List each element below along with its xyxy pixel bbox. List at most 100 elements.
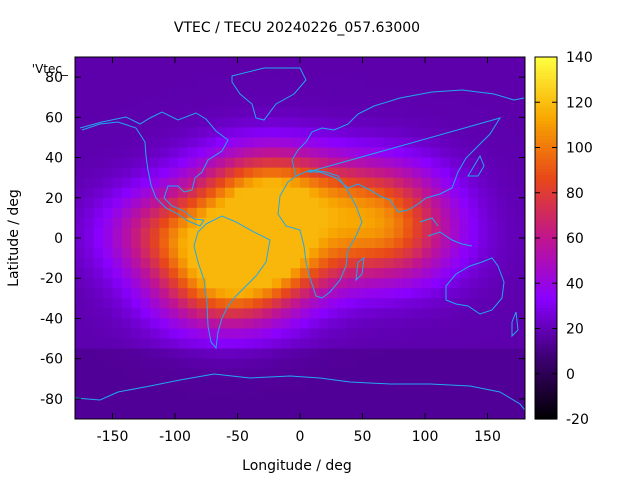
heatmap-cell <box>375 408 385 419</box>
heatmap-cell <box>431 167 442 179</box>
heatmap-cell <box>206 177 217 189</box>
heatmap-cell <box>450 217 460 229</box>
heatmap-cell <box>93 288 104 299</box>
heatmap-cell <box>309 338 320 350</box>
heatmap-cell <box>346 87 357 98</box>
heatmap-cell <box>243 177 254 189</box>
heatmap-cell <box>328 308 339 320</box>
colorbar-strip <box>535 207 557 212</box>
heatmap-cell <box>487 217 498 229</box>
heatmap-cell <box>140 197 151 209</box>
heatmap-cell <box>412 67 423 78</box>
heatmap-cell <box>290 338 301 350</box>
heatmap-cell <box>271 348 282 360</box>
heatmap-cell <box>121 258 132 269</box>
heatmap-cell <box>271 167 282 179</box>
heatmap-cell <box>309 258 320 269</box>
colorbar-strip <box>535 358 557 363</box>
heatmap-cell <box>337 358 348 370</box>
heatmap-cell <box>225 187 235 199</box>
heatmap-cell <box>243 147 254 159</box>
colorbar-strip <box>535 60 557 64</box>
heatmap-cell <box>487 97 498 108</box>
heatmap-cell <box>150 268 160 279</box>
heatmap-cell <box>403 157 414 169</box>
heatmap-cell <box>168 187 179 199</box>
heatmap-cell <box>234 368 245 380</box>
heatmap-cell <box>318 358 329 370</box>
heatmap-cell <box>356 328 367 340</box>
heatmap-cell <box>206 238 217 249</box>
heatmap-cell <box>412 117 423 128</box>
heatmap-cell <box>271 187 282 199</box>
heatmap-cell <box>365 207 376 219</box>
heatmap-cell <box>468 308 479 320</box>
heatmap-cell <box>112 87 123 98</box>
heatmap-cell <box>440 328 451 340</box>
colorbar-strip <box>535 117 557 121</box>
heatmap-cell <box>421 137 432 149</box>
heatmap-cell <box>496 147 507 159</box>
heatmap-cell <box>337 137 348 149</box>
heatmap-cell <box>75 167 85 179</box>
heatmap-cell <box>290 107 301 118</box>
heatmap-cell <box>365 137 376 149</box>
heatmap-cell <box>440 67 451 78</box>
heatmap-cell <box>225 87 235 98</box>
heatmap-cell <box>281 288 292 299</box>
heatmap-cell <box>375 127 385 139</box>
heatmap-cell <box>440 217 451 229</box>
colorbar-strip <box>535 57 557 61</box>
heatmap-cell <box>262 378 273 390</box>
heatmap-cell <box>253 378 264 390</box>
heatmap-cell <box>459 248 470 259</box>
heatmap-cell <box>75 408 85 419</box>
colorbar-strip <box>535 204 557 209</box>
heatmap-cell <box>506 187 517 199</box>
heatmap-cell <box>468 97 479 108</box>
heatmap-cell <box>112 127 123 139</box>
heatmap-cell <box>75 147 85 159</box>
heatmap-cell <box>450 97 460 108</box>
heatmap-cell <box>112 107 123 118</box>
heatmap-cell <box>168 248 179 259</box>
heatmap-cell <box>468 217 479 229</box>
heatmap-cell <box>309 348 320 360</box>
heatmap-cell <box>75 127 85 139</box>
heatmap-cell <box>215 348 226 360</box>
heatmap-cell <box>159 217 170 229</box>
heatmap-cell <box>215 127 226 139</box>
heatmap-cell <box>243 167 254 179</box>
heatmap-cell <box>168 197 179 209</box>
heatmap-cell <box>506 57 517 68</box>
heatmap-cell <box>262 77 273 88</box>
heatmap-cell <box>215 157 226 169</box>
heatmap-cell <box>450 388 460 400</box>
heatmap-cell <box>356 368 367 380</box>
heatmap-cell <box>262 177 273 189</box>
heatmap-cell <box>112 67 123 78</box>
heatmap-cell <box>121 308 132 320</box>
heatmap-cell <box>440 318 451 330</box>
heatmap-cell <box>187 358 198 370</box>
colorbar-tick-label: 100 <box>566 141 593 157</box>
colorbar-strip <box>535 349 557 354</box>
heatmap-cell <box>356 348 367 360</box>
heatmap-cell <box>262 328 273 340</box>
heatmap-cell <box>103 147 114 159</box>
heatmap-cell <box>290 177 301 189</box>
heatmap-cell <box>412 227 423 239</box>
heatmap-cell <box>84 318 95 330</box>
heatmap-cell <box>112 288 123 299</box>
heatmap-cell <box>468 388 479 400</box>
heatmap-cell <box>140 348 151 360</box>
heatmap-cell <box>84 217 95 229</box>
heatmap-cell <box>178 87 189 98</box>
heatmap-cell <box>468 368 479 380</box>
heatmap-cell <box>440 87 451 98</box>
heatmap-cell <box>468 167 479 179</box>
colorbar-strip <box>535 391 557 396</box>
heatmap-cell <box>168 177 179 189</box>
heatmap-cell <box>206 398 217 410</box>
heatmap-cell <box>215 187 226 199</box>
